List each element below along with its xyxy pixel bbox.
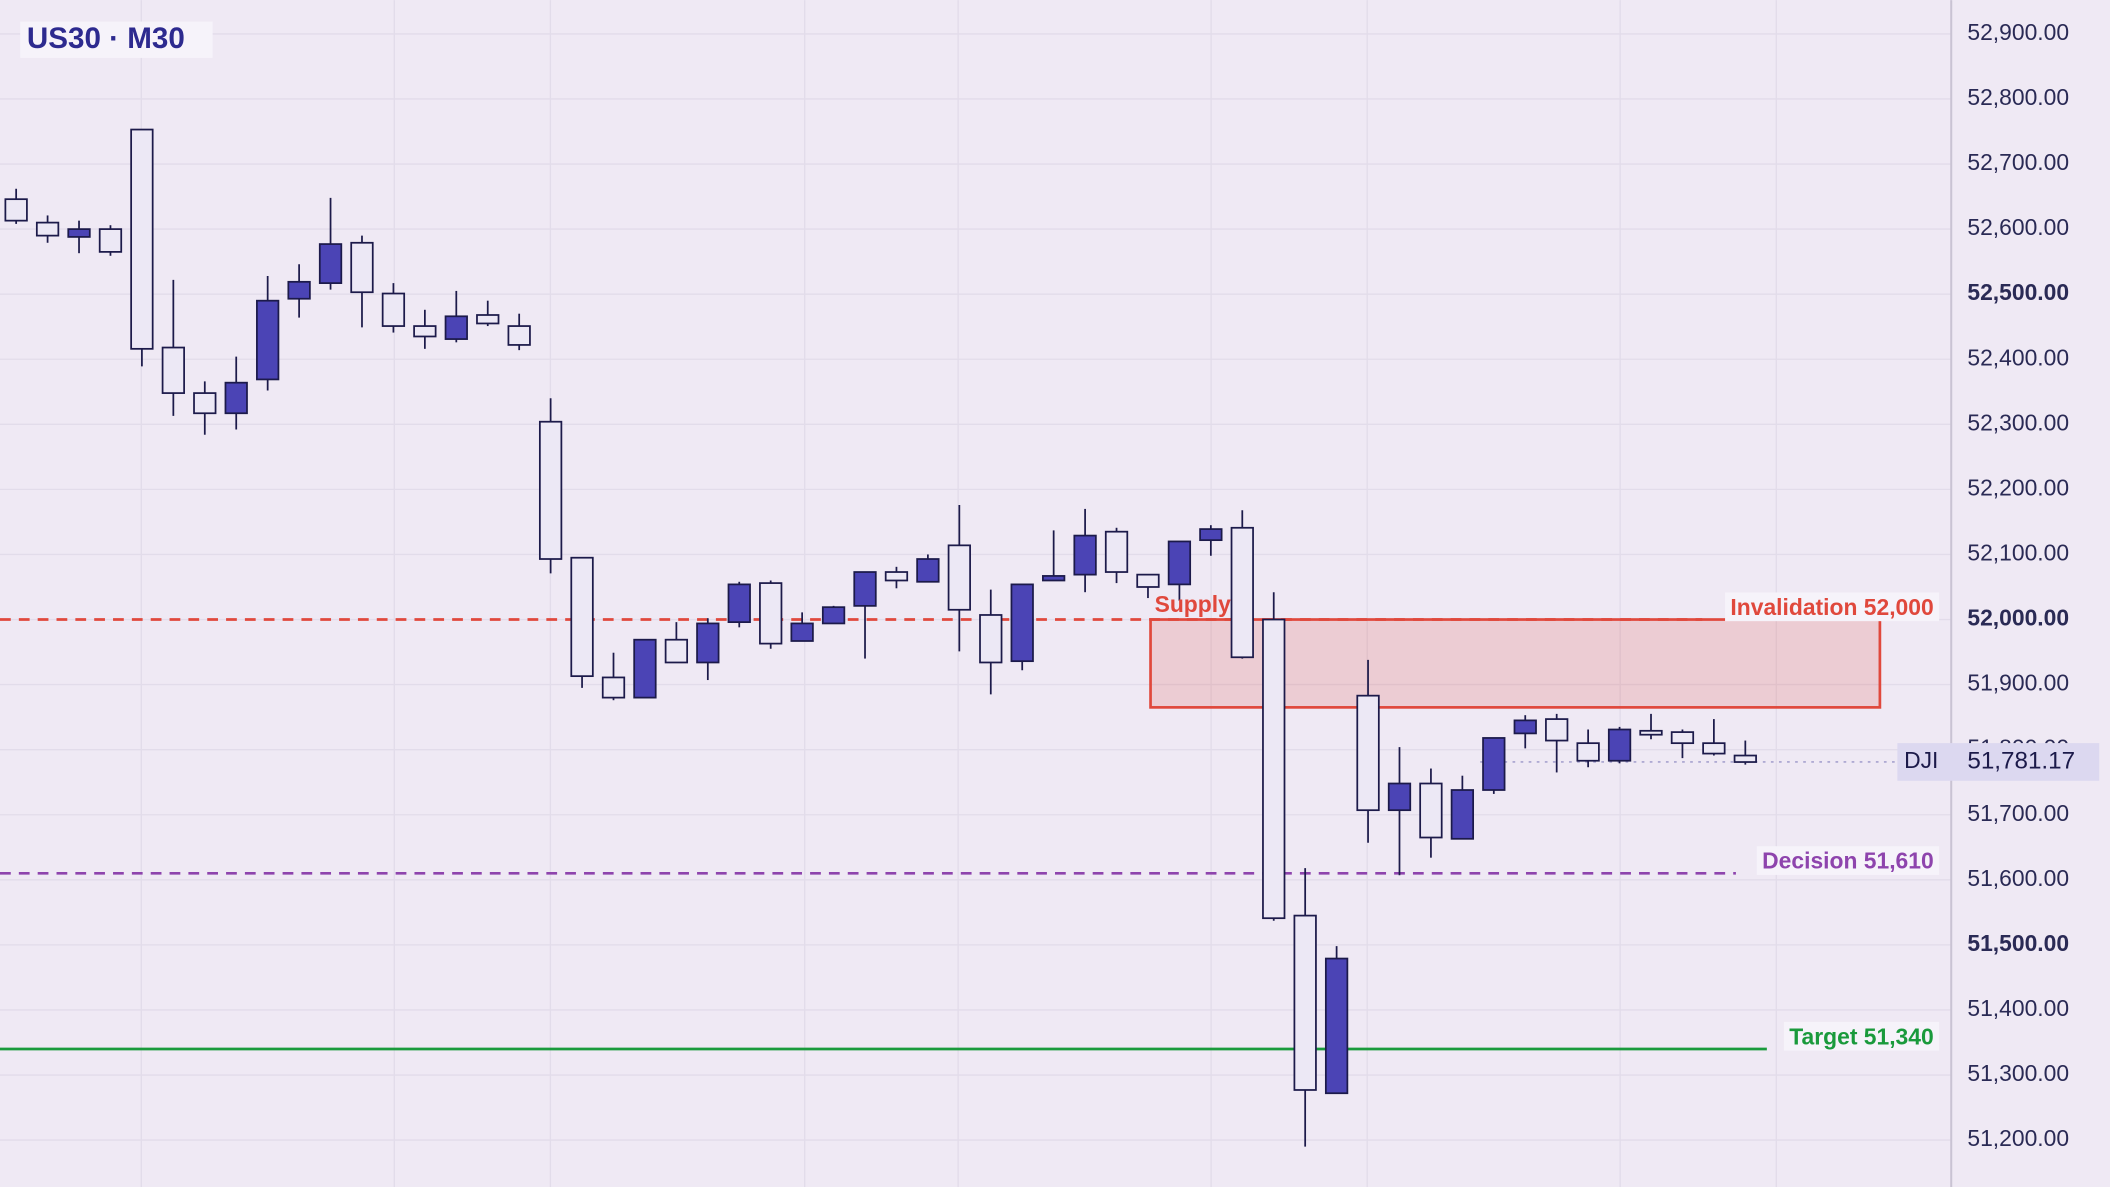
candle-body: [601, 676, 626, 699]
candle-body: [1073, 534, 1097, 576]
candle-body: [1733, 754, 1757, 763]
candles: [4, 128, 1757, 1147]
candle-body: [1482, 737, 1506, 791]
candle-body: [381, 292, 406, 327]
y-tick-label: 51,500.00: [1967, 930, 2069, 956]
candle-body: [759, 582, 783, 645]
y-tick-label: 51,700.00: [1967, 800, 2069, 826]
y-tick-label: 51,600.00: [1967, 865, 2069, 891]
y-tick-label: 52,800.00: [1967, 84, 2069, 110]
candle-body: [1010, 583, 1034, 663]
candle-body: [1167, 540, 1192, 586]
candle-body: [696, 622, 720, 664]
supply-zone: [1149, 618, 1882, 709]
candle-body: [1356, 694, 1380, 812]
candle-body: [1607, 728, 1632, 762]
y-tick-label: 52,400.00: [1967, 344, 2069, 370]
y-tick-label: 52,000.00: [1967, 605, 2069, 631]
current-price-name: DJI: [1904, 747, 1938, 773]
candle-body: [1702, 742, 1726, 755]
y-tick-label: 52,900.00: [1967, 19, 2069, 45]
candle-body: [130, 128, 154, 350]
price-axis: 51,200.00 51,300.00 51,400.00 51,500.00 51,6…: [1897, 19, 2100, 1151]
candle-body: [1513, 719, 1537, 735]
candle-body: [916, 558, 940, 583]
candle-body: [1199, 528, 1223, 542]
candle-body: [318, 243, 343, 284]
candle-body: [256, 299, 280, 381]
candle-body: [664, 638, 689, 664]
y-tick-label: 52,100.00: [1967, 540, 2069, 566]
candle-body: [35, 221, 60, 237]
y-tick-label: 52,700.00: [1967, 149, 2069, 175]
candle-body: [1324, 957, 1349, 1095]
candle-body: [570, 556, 594, 678]
y-tick-label: 52,600.00: [1967, 214, 2069, 240]
candle-body: [821, 606, 846, 625]
candle-body: [1387, 782, 1412, 812]
candle-body: [224, 381, 248, 415]
y-tick-label: 51,300.00: [1967, 1060, 2069, 1086]
level-label: Decision 51,610: [1762, 848, 1934, 874]
y-tick-label: 51,900.00: [1967, 670, 2069, 696]
candle-body: [476, 314, 500, 325]
y-tick-label: 52,500.00: [1967, 279, 2069, 305]
chart-title: US30 · M30: [27, 22, 185, 55]
title-box: [20, 21, 213, 58]
y-tick-label: 51,200.00: [1967, 1125, 2069, 1151]
candle-body: [98, 228, 123, 253]
candle-body: [161, 346, 185, 394]
candle-body: [1042, 575, 1066, 582]
candle-body: [444, 315, 468, 340]
candle-body: [727, 583, 751, 624]
zone-label: Supply: [1155, 591, 1231, 617]
candle-body: [979, 614, 1003, 664]
candle-body: [413, 325, 437, 338]
candle-body: [853, 571, 877, 607]
candle-body: [193, 392, 217, 415]
candle-body: [1104, 530, 1129, 573]
candle-body: [1576, 742, 1600, 762]
candle-body: [1545, 718, 1569, 742]
candle-body: [790, 622, 814, 642]
candle-body: [633, 638, 657, 699]
level-label-bg: [1725, 592, 1940, 622]
level-label: Target 51,340: [1789, 1023, 1933, 1049]
candle-body: [350, 241, 374, 294]
y-tick-label: 51,400.00: [1967, 995, 2069, 1021]
current-price-label: 51,781.17: [1967, 747, 2075, 774]
level-label-bg: [1756, 846, 1940, 875]
candle-body: [1136, 573, 1160, 588]
current-price-box: [1897, 743, 2100, 781]
candle-body: [1670, 731, 1695, 745]
candle-body: [287, 280, 311, 300]
candle-body: [1262, 618, 1286, 920]
candle-body: [538, 420, 563, 560]
level-label-bg: [1783, 1021, 1940, 1051]
candle-body: [1639, 729, 1663, 736]
level-label: Invalidation 52,000: [1730, 594, 1933, 620]
grid: [0, 33, 1952, 1141]
y-tick-label: 52,300.00: [1967, 409, 2069, 435]
y-tick-label: 52,200.00: [1967, 474, 2069, 500]
candle-body: [67, 228, 91, 238]
candle-body: [884, 571, 909, 582]
overlay-labels: Supply Invalidation 52,000 Decision 51,610…: [1155, 591, 1940, 1051]
candle-body: [4, 198, 28, 222]
candle-body: [1419, 782, 1443, 839]
candle-body: [1230, 526, 1254, 659]
candle-body: [1450, 789, 1475, 840]
candle-body: [947, 544, 971, 611]
candle-body: [1293, 914, 1317, 1091]
candle-body: [507, 325, 531, 346]
